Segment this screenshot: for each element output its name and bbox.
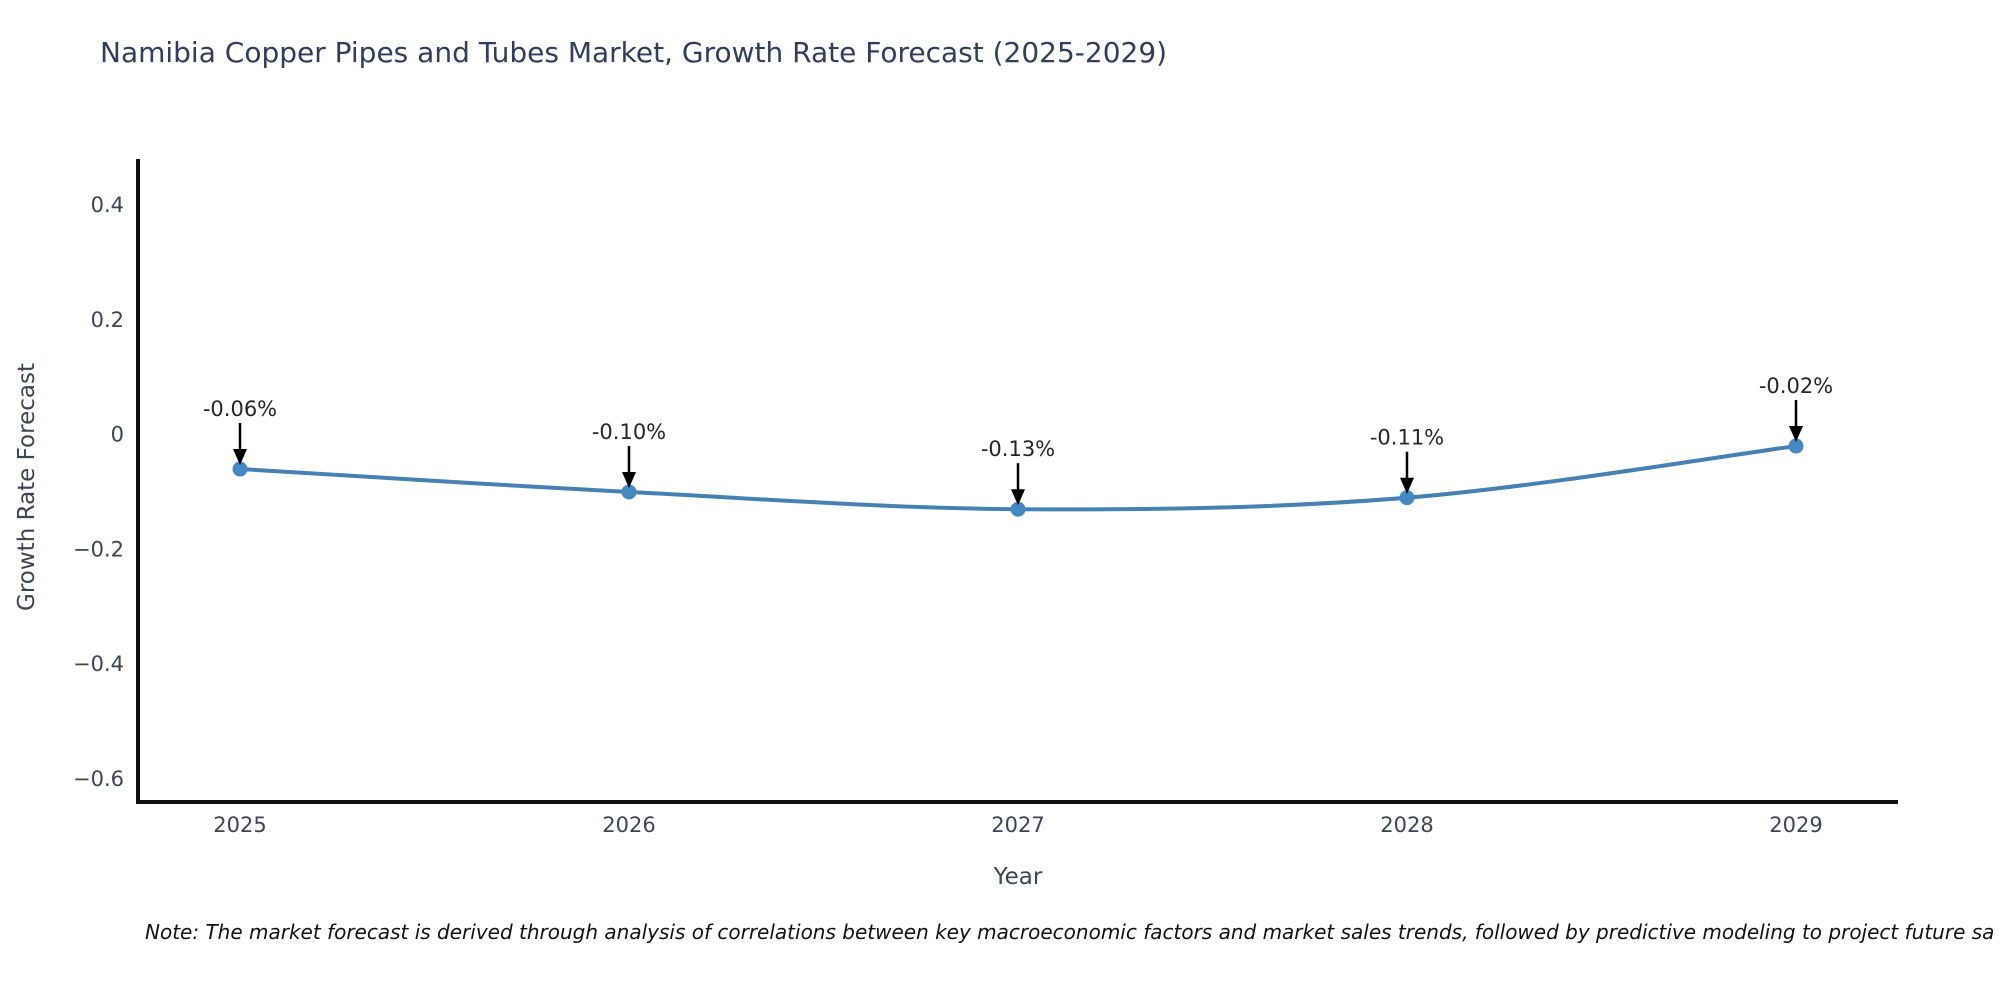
data-point-marker [232, 461, 248, 477]
annotation-arrowhead [622, 471, 636, 488]
data-point-marker [1788, 438, 1804, 454]
x-tick-label: 2027 [991, 813, 1044, 837]
y-tick-label: −0.4 [73, 652, 124, 676]
x-tick-label: 2025 [213, 813, 266, 837]
y-tick-label: 0.2 [91, 308, 124, 332]
data-point-label: -0.02% [1759, 374, 1833, 398]
x-tick-label: 2029 [1769, 813, 1822, 837]
data-point-label: -0.06% [203, 397, 277, 421]
x-axis-title: Year [993, 864, 1043, 890]
annotation-arrowhead [1789, 426, 1803, 443]
data-point-label: -0.13% [981, 437, 1055, 461]
x-tick-label: 2026 [602, 813, 655, 837]
annotation-arrowhead [233, 449, 247, 466]
y-axis-title: Growth Rate Forecast [14, 363, 40, 611]
y-tick-label: −0.6 [73, 767, 124, 791]
data-point-marker [1010, 501, 1026, 517]
annotation-arrowhead [1011, 489, 1025, 506]
x-tick-label: 2028 [1380, 813, 1433, 837]
data-point-marker [621, 484, 637, 500]
y-tick-label: −0.2 [73, 537, 124, 561]
footnote: Note: The market forecast is derived thr… [145, 920, 1995, 944]
chart-title: Namibia Copper Pipes and Tubes Market, G… [100, 36, 1168, 69]
annotation-arrowhead [1400, 477, 1414, 494]
data-point-marker [1399, 490, 1415, 506]
data-point-label: -0.10% [592, 420, 666, 444]
data-point-label: -0.11% [1370, 426, 1444, 450]
y-tick-label: 0 [111, 423, 124, 447]
y-tick-label: 0.4 [91, 193, 124, 217]
